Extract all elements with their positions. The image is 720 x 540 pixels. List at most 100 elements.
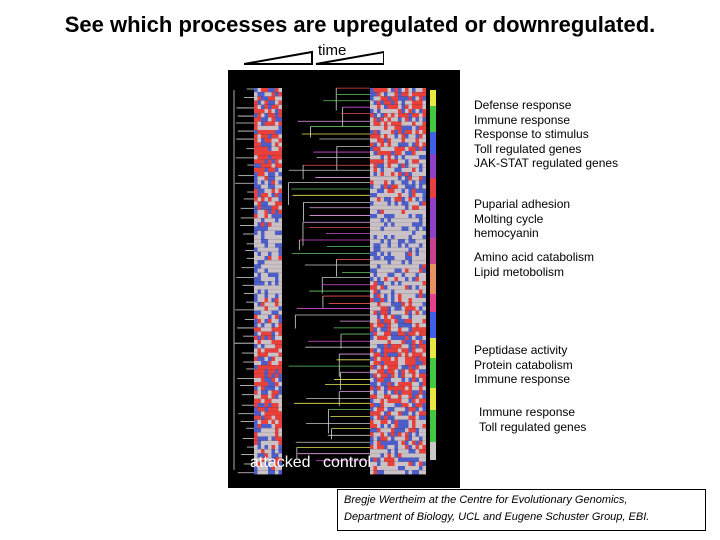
heatmap-cell xyxy=(384,377,388,382)
heatmap-cell xyxy=(261,428,265,433)
heatmap-cell xyxy=(422,272,426,277)
heatmap-cell xyxy=(408,96,412,101)
heatmap-cell xyxy=(387,466,391,471)
heatmap-cell xyxy=(387,314,391,319)
heatmap-cell xyxy=(257,125,261,130)
heatmap-cell xyxy=(261,348,265,353)
heatmap-cell xyxy=(268,466,272,471)
heatmap-cell xyxy=(394,260,398,265)
heatmap-cell xyxy=(261,218,265,223)
heatmap-cell xyxy=(405,466,409,471)
heatmap-cell xyxy=(278,188,282,193)
heatmap-cell xyxy=(271,319,275,324)
heatmap-cell xyxy=(377,272,381,277)
heatmap-cell xyxy=(391,361,395,366)
heatmap-cell xyxy=(398,323,402,328)
heatmap-cell xyxy=(377,424,381,429)
heatmap-cell xyxy=(261,209,265,214)
heatmap-cell xyxy=(394,138,398,143)
heatmap-cell xyxy=(271,298,275,303)
heatmap-cell xyxy=(275,335,279,340)
heatmap-cell xyxy=(257,130,261,135)
heatmap-cell xyxy=(394,453,398,458)
heatmap-cell xyxy=(377,365,381,370)
heatmap-cell xyxy=(257,230,261,235)
heatmap-cell xyxy=(268,449,272,454)
heatmap-cell xyxy=(377,419,381,424)
heatmap-cell xyxy=(377,415,381,420)
heatmap-cell xyxy=(373,104,377,109)
heatmap-cell xyxy=(401,113,405,118)
heatmap-cell xyxy=(419,411,423,416)
heatmap-cell xyxy=(415,218,419,223)
heatmap-cell xyxy=(408,285,412,290)
heatmap-cell xyxy=(380,457,384,462)
heatmap-cell xyxy=(419,184,423,189)
heatmap-cell xyxy=(391,243,395,248)
heatmap-cell xyxy=(268,230,272,235)
heatmap-cell xyxy=(261,172,265,177)
heatmap-cell xyxy=(264,445,268,450)
heatmap-cell xyxy=(384,146,388,151)
heatmap-cell xyxy=(257,445,261,450)
heatmap-cell xyxy=(394,289,398,294)
heatmap-cell xyxy=(401,344,405,349)
heatmap-cell xyxy=(377,352,381,357)
heatmap-cell xyxy=(261,138,265,143)
heatmap-cell xyxy=(264,163,268,168)
heatmap-cell xyxy=(384,113,388,118)
heatmap-cell xyxy=(408,256,412,261)
heatmap-cell xyxy=(261,436,265,441)
heatmap-cell xyxy=(387,193,391,198)
figure-fine-print xyxy=(232,462,456,482)
heatmap-cell xyxy=(268,415,272,420)
heatmap-cell xyxy=(380,188,384,193)
heatmap-cell xyxy=(271,130,275,135)
heatmap-cell xyxy=(377,180,381,185)
heatmap-cell xyxy=(422,188,426,193)
heatmap-cell xyxy=(271,138,275,143)
heatmap-cell xyxy=(394,243,398,248)
heatmap-cell xyxy=(419,457,423,462)
heatmap-cell xyxy=(377,222,381,227)
heatmap-cell xyxy=(419,373,423,378)
heatmap-cell xyxy=(278,289,282,294)
heatmap-cell xyxy=(422,440,426,445)
heatmap-cell xyxy=(391,436,395,441)
heatmap-cell xyxy=(264,411,268,416)
heatmap-cell xyxy=(415,230,419,235)
annotation-item: Immune response xyxy=(479,405,576,419)
heatmap-cell xyxy=(261,356,265,361)
heatmap-cell xyxy=(391,264,395,269)
heatmap-cell xyxy=(384,235,388,240)
heatmap-cell xyxy=(384,419,388,424)
heatmap-cell xyxy=(412,113,416,118)
heatmap-cell xyxy=(401,361,405,366)
heatmap-cell xyxy=(398,268,402,273)
heatmap-cell xyxy=(415,457,419,462)
heatmap-cell xyxy=(415,285,419,290)
heatmap-cell xyxy=(394,428,398,433)
heatmap-cell xyxy=(380,209,384,214)
heatmap-cell xyxy=(275,155,279,160)
heatmap-cell xyxy=(377,369,381,374)
heatmap-cell xyxy=(268,96,272,101)
heatmap-cell xyxy=(264,92,268,97)
heatmap-cell xyxy=(412,272,416,277)
heatmap-cell xyxy=(391,310,395,315)
heatmap-cell xyxy=(398,184,402,189)
heatmap-cell xyxy=(398,167,402,172)
heatmap-cell xyxy=(419,180,423,185)
heatmap-cell xyxy=(398,281,402,286)
heatmap-cell xyxy=(278,306,282,311)
heatmap-cell xyxy=(408,109,412,114)
heatmap-cell xyxy=(419,394,423,399)
heatmap-cell xyxy=(268,453,272,458)
heatmap-cell xyxy=(401,373,405,378)
heatmap-cell xyxy=(278,96,282,101)
heatmap-cell xyxy=(408,398,412,403)
heatmap-cell xyxy=(394,298,398,303)
heatmap-cell xyxy=(271,302,275,307)
heatmap-cell xyxy=(412,184,416,189)
heatmap-cell xyxy=(278,134,282,139)
